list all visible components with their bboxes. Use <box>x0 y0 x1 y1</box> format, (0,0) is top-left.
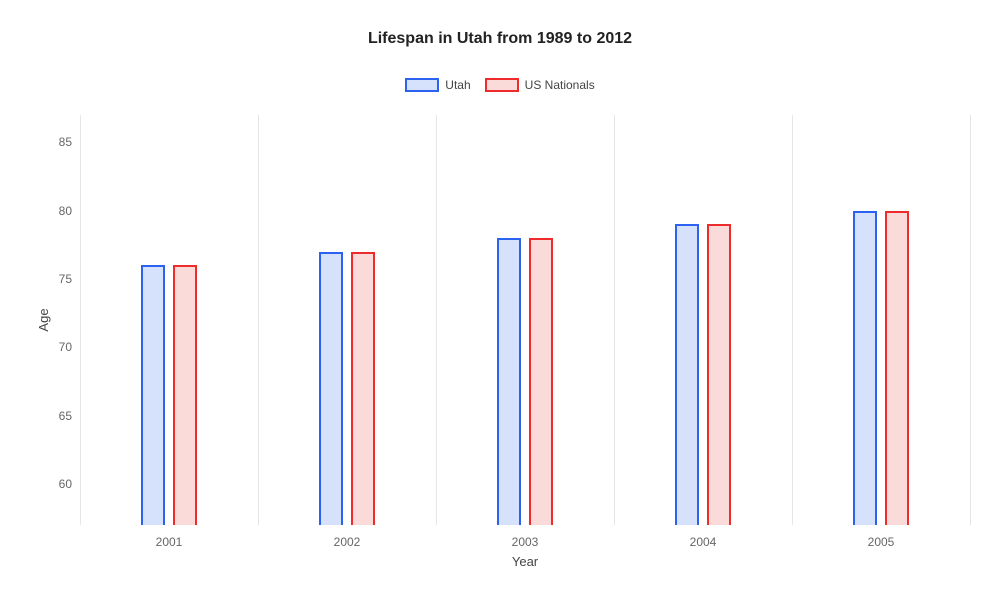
x-tick-label: 2003 <box>512 535 539 549</box>
y-tick-label: 75 <box>59 272 72 286</box>
grid-line <box>614 115 615 525</box>
bar <box>675 224 699 525</box>
chart-title: Lifespan in Utah from 1989 to 2012 <box>0 30 1000 48</box>
bar <box>707 224 731 525</box>
x-tick-label: 2005 <box>868 535 895 549</box>
y-axis-title: Age <box>36 308 51 331</box>
bar <box>497 238 521 525</box>
legend-label: Utah <box>445 78 470 92</box>
chart-container: Lifespan in Utah from 1989 to 2012 UtahU… <box>0 0 1000 600</box>
grid-line <box>792 115 793 525</box>
legend: Utah US Nationals <box>0 78 1000 92</box>
bar <box>141 265 165 525</box>
legend-item: US Nationals <box>485 78 595 92</box>
grid-line <box>258 115 259 525</box>
x-tick-label: 2002 <box>334 535 361 549</box>
grid-line <box>436 115 437 525</box>
grid-line <box>970 115 971 525</box>
legend-label: US Nationals <box>525 78 595 92</box>
bar <box>319 252 343 525</box>
y-tick-label: 70 <box>59 340 72 354</box>
y-tick-label: 65 <box>59 409 72 423</box>
bar <box>351 252 375 525</box>
x-tick-label: 2001 <box>156 535 183 549</box>
bar <box>853 211 877 525</box>
y-tick-label: 60 <box>59 477 72 491</box>
grid-line <box>80 115 81 525</box>
legend-swatch <box>485 78 519 92</box>
bar <box>529 238 553 525</box>
bar <box>885 211 909 525</box>
legend-swatch <box>405 78 439 92</box>
y-tick-label: 80 <box>59 204 72 218</box>
legend-item: Utah <box>405 78 470 92</box>
bar <box>173 265 197 525</box>
x-tick-label: 2004 <box>690 535 717 549</box>
y-tick-label: 85 <box>59 135 72 149</box>
x-axis-title: Year <box>512 554 538 569</box>
plot-area: Age Year 6065707580852001200220032004200… <box>80 115 970 525</box>
